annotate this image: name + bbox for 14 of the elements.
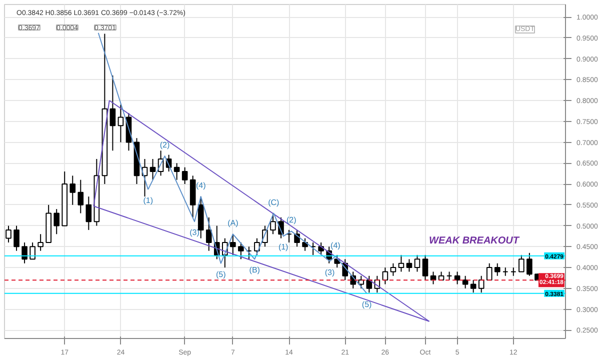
annotation: (1) bbox=[278, 242, 289, 252]
annotation: (1) bbox=[143, 196, 154, 205]
annotation: (5) bbox=[362, 300, 372, 309]
annotation: (2) bbox=[286, 216, 297, 225]
annotation: (2) bbox=[160, 140, 170, 150]
annotation: (3) bbox=[324, 268, 335, 277]
annotation: (5) bbox=[216, 270, 226, 279]
annotation: (C) bbox=[268, 198, 280, 207]
annotation: (B) bbox=[249, 266, 260, 275]
annotation: (4) bbox=[196, 181, 206, 190]
annotation: (4) bbox=[330, 240, 341, 250]
annotation: WEAK BREAKOUT bbox=[429, 236, 520, 247]
annotation: (3) bbox=[190, 228, 200, 238]
annotation: (A) bbox=[228, 218, 239, 228]
